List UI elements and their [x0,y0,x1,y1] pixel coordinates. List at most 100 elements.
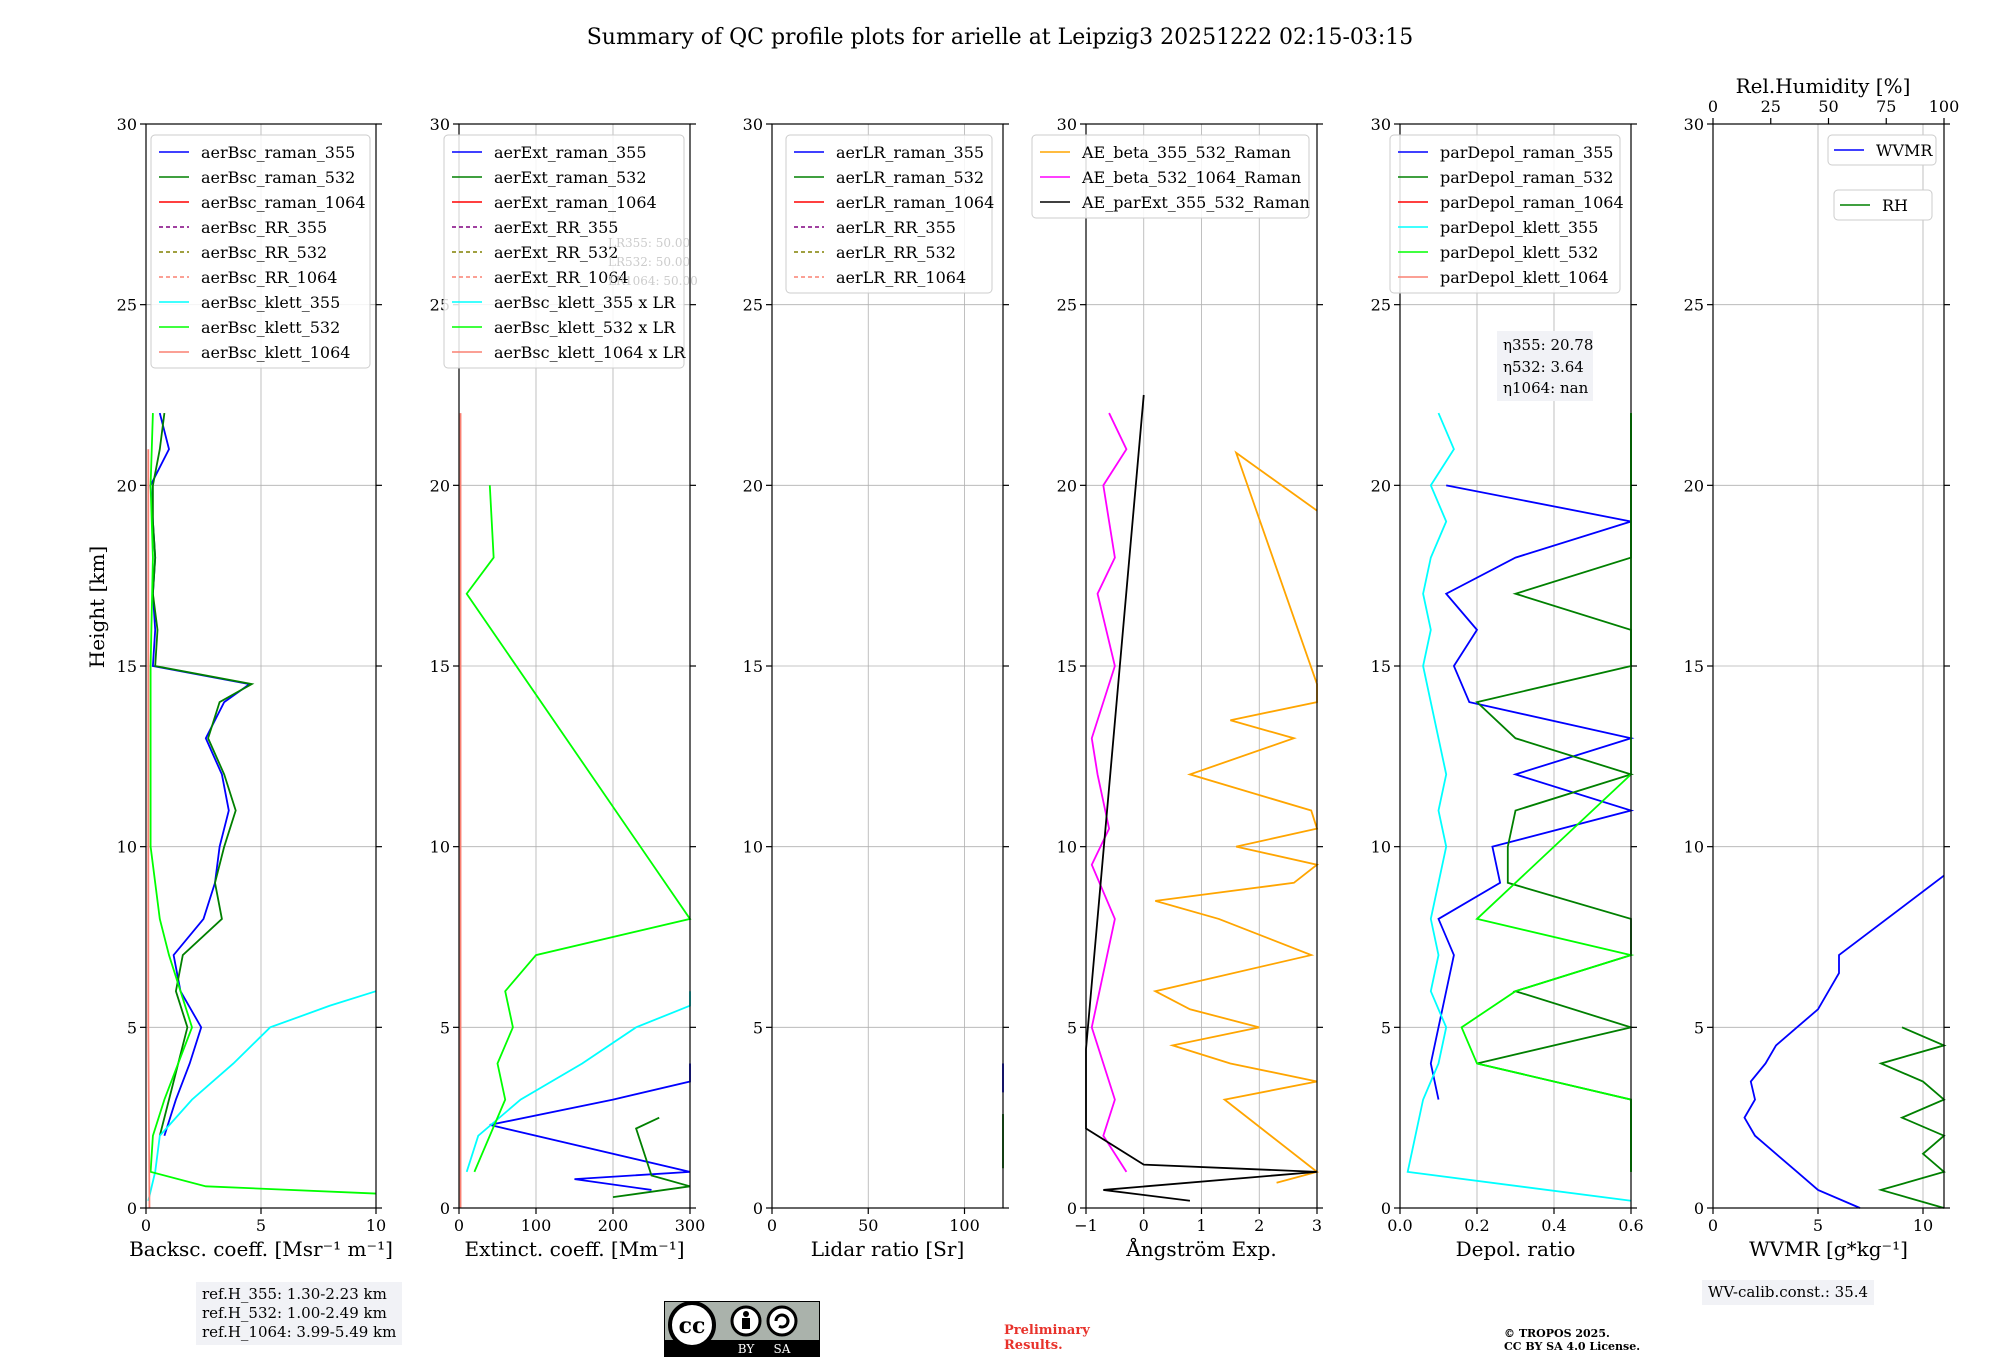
series-line-WVMR [1743,874,1945,1209]
legend-entry: aerExt_raman_355 [494,143,647,162]
legend-entry: aerLR_raman_532 [836,168,984,187]
y-tick-label: 0 [753,1199,763,1218]
x-tick-label: −1 [1074,1216,1098,1235]
top-tick-label: 25 [1761,97,1781,116]
y-tick-label: 5 [440,1018,450,1037]
x-tick-label: 0 [1139,1216,1149,1235]
preliminary-note: Preliminary Results. [1004,1323,1090,1353]
y-tick-label: 0 [440,1199,450,1218]
y-tick-label: 15 [743,657,763,676]
legend-entry: aerExt_raman_532 [494,168,647,187]
y-tick-label: 5 [753,1018,763,1037]
legend-box [785,134,993,294]
preliminary-line-2: Results. [1004,1338,1063,1353]
legend-box [1827,134,1937,166]
copyright-note: © TROPOS 2025. CC BY SA 4.0 License. [1504,1327,1640,1353]
top-tick-label: 100 [1929,97,1960,116]
x-tick-label: 5 [256,1216,266,1235]
legend-entry: aerExt_RR_1064 [494,268,629,287]
series-line-aerBsc_klett_1064 [147,449,151,1209]
legend-entry: AE_beta_355_532_Raman [1081,143,1291,162]
y-tick-label: 10 [743,838,763,857]
series-line-aerBsc_raman_532 [151,412,255,1136]
y-tick-label: 20 [1371,476,1391,495]
legend-box [150,134,371,369]
y-tick-label: 20 [117,476,137,495]
x-tick-label: 0 [141,1216,151,1235]
y-tick-label: 0 [1067,1199,1077,1218]
legend-box [1833,189,1933,221]
x-axis-label: Ångström Exp. [1125,1236,1276,1261]
series-line-aerBsc_klett_355 [147,990,377,1201]
legend-entry: aerBsc_klett_1064 x LR [494,343,686,362]
figure-title: Summary of QC profile plots for arielle … [587,25,1414,50]
y-tick-label: 25 [1371,296,1391,315]
legend-box [1031,134,1310,219]
eta-355: η355: 20.78 [1503,336,1593,354]
panel-depol: 0 5 10 15 20 25 30 0.0 0.2 0.4 0.6 Depol. ratio parD… [1371,115,1644,1261]
legend-entry: aerLR_RR_532 [836,243,956,262]
legend-entry: aerBsc_raman_1064 [201,193,366,212]
ref-height-1064: ref.H_1064: 3.99-5.49 km [202,1323,397,1341]
legend-entry: aerBsc_RR_1064 [201,268,337,287]
x-axis-label: Depol. ratio [1456,1237,1576,1261]
series-line-parDepol_klett_532 [1460,413,1635,1172]
legend-entry: aerLR_RR_355 [836,218,956,237]
x-tick-label: 0 [767,1216,777,1235]
x-axis-label: WVMR [g*kg⁻¹] [1749,1237,1908,1261]
legend-entry: parDepol_raman_355 [1440,143,1613,162]
y-tick-label: 15 [430,657,450,676]
y-tick-label: 5 [1694,1018,1704,1037]
series-line-aerExt_raman_532 [612,1116,691,1199]
x-tick-label: 100 [521,1216,552,1235]
x-tick-label: 0 [454,1216,464,1235]
series-line-parDepol_raman_355 [1429,484,1635,1100]
y-tick-label: 5 [127,1018,137,1037]
badge-by: BY [738,1342,756,1356]
legend-entry: aerBsc_RR_355 [201,218,327,237]
x-tick-label: 300 [675,1216,706,1235]
series-line-RH [1877,1026,1947,1209]
y-tick-label: 30 [1684,115,1704,134]
legend-box [1389,134,1621,294]
eta-1064: η1064: nan [1503,379,1589,397]
legend-entry: aerExt_RR_532 [494,243,618,262]
badge-sa: SA [774,1342,791,1356]
x-tick-label: 0.4 [1541,1216,1566,1235]
y-tick-label: 10 [117,838,137,857]
top-tick-label: 50 [1818,97,1838,116]
y-tick-label: 15 [1684,657,1704,676]
y-tick-label: 30 [430,115,450,134]
wv-calib-box: WV-calib.const.: 35.4 [1702,1280,1875,1305]
x-tick-label: 10 [366,1216,386,1235]
x-tick-label: 1 [1196,1216,1206,1235]
legend-entry: aerBsc_klett_355 [201,293,340,312]
legend-entry: parDepol_raman_1064 [1440,193,1624,212]
wv-top-axis-label: Rel.Humidity [%] [1736,74,1911,98]
y-tick-label: 25 [743,296,763,315]
x-tick-label: 0 [1708,1216,1718,1235]
legend-entry: aerBsc_klett_532 x LR [494,318,676,337]
top-tick-label: 0 [1708,97,1718,116]
legend-entry: aerBsc_raman_532 [201,168,355,187]
legend-box [443,134,685,369]
cc-icon [668,1301,716,1349]
legend-entry: parDepol_klett_532 [1440,243,1598,262]
x-tick-label: 100 [949,1216,980,1235]
y-tick-label: 5 [1067,1018,1077,1037]
copyright-line-1: © TROPOS 2025. [1504,1327,1610,1340]
x-tick-label: 10 [1913,1216,1933,1235]
y-tick-label: 15 [1057,657,1077,676]
copyright-line-2: CC BY SA 4.0 License. [1504,1340,1641,1353]
faint-annotation: LR532: 50.00 [608,255,690,269]
y-tick-label: 15 [117,657,137,676]
cc-license-badge: cc BY SA [664,1301,820,1357]
y-tick-label: 30 [1057,115,1077,134]
legend-entry: AE_beta_532_1064_Raman [1081,168,1301,187]
legend-entry: parDepol_klett_1064 [1440,268,1609,287]
ref-height-532: ref.H_532: 1.00-2.49 km [202,1304,387,1322]
legend-entry: AE_parExt_355_532_Raman [1081,193,1310,212]
y-tick-label: 10 [430,838,450,857]
panel-lidar-ratio: 0 5 10 15 20 25 30 0 50 100 Lidar ratio [Sr] aerLR_… [743,115,1009,1261]
